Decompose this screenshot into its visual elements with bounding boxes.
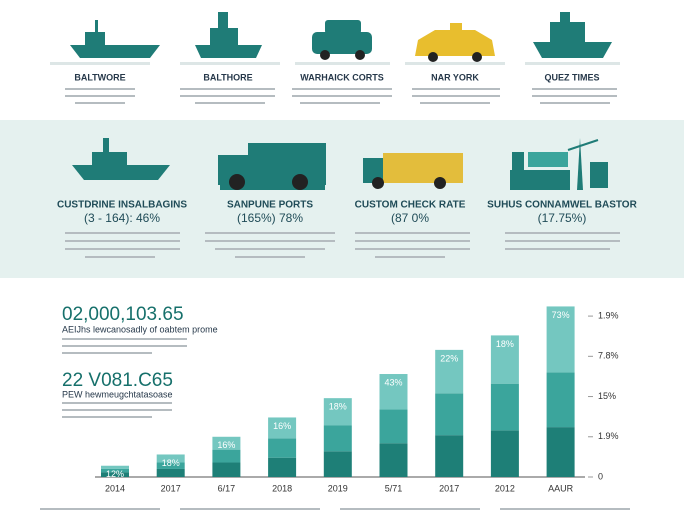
bar-segment [101, 468, 129, 473]
item-title: CUSTDRINE INSALBAGINS [57, 200, 187, 211]
bar-label: 18% [329, 402, 347, 412]
item-subtitle: (17.75%) [538, 211, 587, 225]
x-tick-label: AAUR [548, 483, 574, 493]
bar-segment [212, 436, 241, 450]
bar-segment [101, 465, 129, 469]
x-tick-label: 2017 [161, 483, 181, 493]
x-tick-label: 2014 [105, 483, 125, 493]
stat-value: 02,000,103.65 [62, 304, 184, 325]
stat-value: 22 V081.C65 [62, 370, 173, 391]
stat-caption: AEIJhs lewcanosadly of oabtem prome [62, 324, 218, 334]
y-tick-label: 0 [598, 471, 603, 481]
bar-segment [156, 454, 185, 463]
bar-segment [490, 335, 519, 384]
bar-label: 22% [440, 353, 458, 363]
bar-label: 16% [273, 421, 291, 431]
x-tick-label: 2012 [495, 483, 515, 493]
bar-label: 12% [106, 469, 124, 479]
middle-band [0, 120, 684, 278]
item-title: BALTWORE [74, 72, 125, 82]
bar-segment [435, 393, 464, 436]
bar-segment [546, 427, 575, 477]
bar-segment [323, 425, 352, 452]
bar-segment [156, 468, 185, 477]
x-tick-label: 6/17 [218, 483, 236, 493]
bar-segment [379, 443, 408, 477]
icons-middle [72, 138, 608, 190]
item-title: WARHAICK CORTS [300, 72, 384, 82]
bar-segment [323, 451, 352, 477]
item-title: CUSTOM CHECK RATE [355, 200, 466, 211]
item-title: QUEZ TIMES [544, 72, 599, 82]
y-tick-label: 15% [598, 391, 616, 401]
body-lines [40, 88, 630, 510]
bar-segment [212, 449, 241, 463]
item-subtitle: (87 0% [391, 211, 429, 225]
stat-caption: PEW hewmeugchtatasoase [62, 389, 173, 399]
bar-segment [156, 462, 185, 469]
bar-segment [379, 374, 408, 410]
x-tick-label: 2019 [328, 483, 348, 493]
bar-segment [490, 430, 519, 477]
bar-label: 73% [552, 310, 570, 320]
bar-segment [268, 417, 297, 439]
bar-segment [212, 462, 241, 477]
item-subtitle: (165%) 78% [237, 211, 303, 225]
bar-label: 16% [217, 440, 235, 450]
x-tick-label: 2018 [272, 483, 292, 493]
item-title: SUHUS CONNAMWEL BASTOR [487, 200, 637, 211]
x-tick-label: 5/71 [385, 483, 403, 493]
bar-label: 18% [496, 339, 514, 349]
bar-segment [546, 372, 575, 428]
bar-segment [490, 383, 519, 431]
y-tick-label: 7.8% [598, 351, 619, 361]
bar-segment [435, 435, 464, 477]
bar-segment [323, 398, 352, 426]
bar-segment [101, 472, 129, 477]
item-subtitle: (3 - 164): 46% [84, 211, 160, 225]
x-tick-label: 2017 [439, 483, 459, 493]
bar-segment [268, 457, 297, 477]
bar-segment [268, 438, 297, 458]
icons-top [50, 12, 620, 65]
bar-label: 18% [162, 458, 180, 468]
item-title: SANPUNE PORTS [227, 200, 313, 211]
bar-segment [546, 306, 575, 373]
item-title: BALTHORE [203, 72, 252, 82]
y-tick-label: 1.9% [598, 431, 619, 441]
bar-label: 43% [384, 377, 402, 387]
bar-segment [379, 409, 408, 444]
y-tick-label: 1.9% [598, 310, 619, 320]
bar-segment [435, 349, 464, 394]
item-title: NAR YORK [431, 72, 479, 82]
